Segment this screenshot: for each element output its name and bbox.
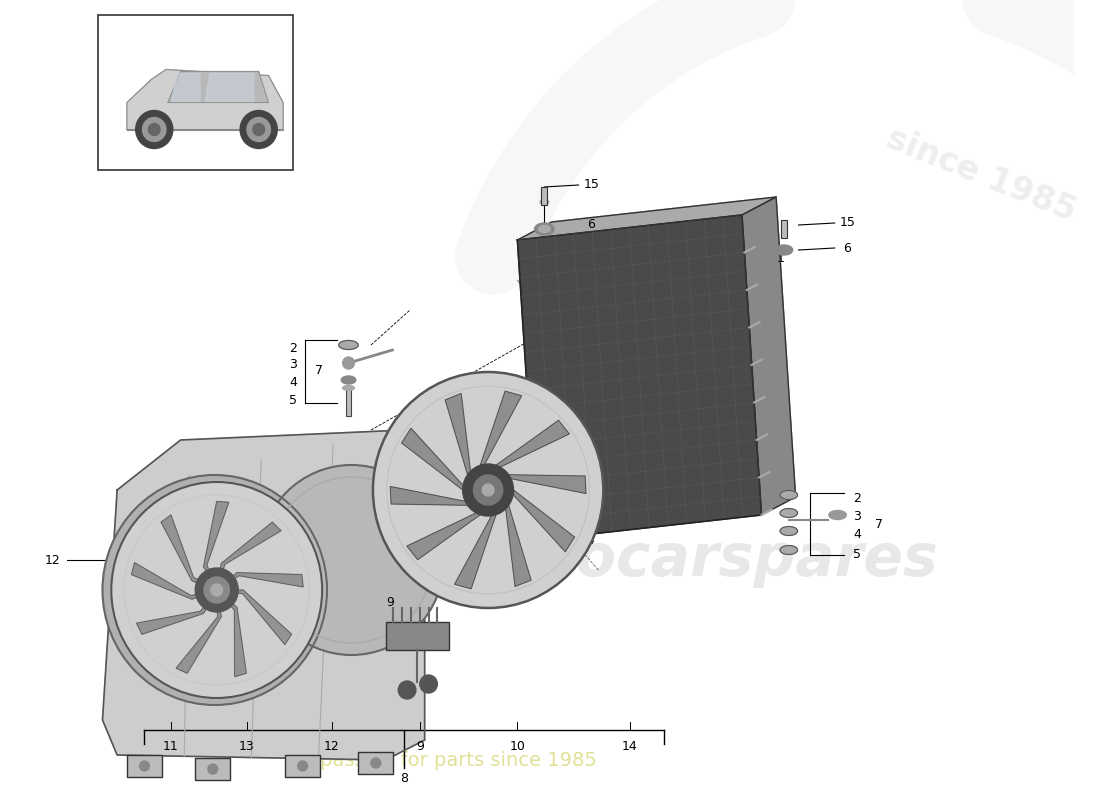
- Text: 2: 2: [289, 342, 297, 354]
- Polygon shape: [136, 590, 217, 634]
- Text: 4: 4: [854, 529, 861, 542]
- Polygon shape: [402, 428, 488, 490]
- Text: 7: 7: [316, 363, 323, 377]
- Bar: [781, 220, 786, 238]
- Text: a passion for parts since 1985: a passion for parts since 1985: [301, 750, 596, 770]
- Text: since 1985: since 1985: [881, 122, 1081, 228]
- Text: eurocarspares: eurocarspares: [468, 531, 938, 589]
- Text: 8: 8: [400, 771, 408, 785]
- Text: 6: 6: [844, 242, 851, 254]
- Polygon shape: [217, 573, 304, 590]
- Bar: [195, 758, 230, 780]
- Text: 2: 2: [854, 491, 861, 505]
- Ellipse shape: [339, 341, 359, 350]
- Polygon shape: [488, 490, 531, 586]
- Circle shape: [148, 123, 161, 135]
- Ellipse shape: [540, 199, 549, 205]
- Polygon shape: [162, 515, 217, 590]
- Polygon shape: [488, 420, 570, 490]
- Circle shape: [140, 761, 150, 771]
- Polygon shape: [172, 74, 200, 102]
- Circle shape: [298, 761, 308, 771]
- Text: 3: 3: [289, 358, 297, 371]
- Polygon shape: [126, 70, 283, 130]
- Circle shape: [253, 123, 265, 135]
- Bar: [386, 622, 449, 650]
- Circle shape: [195, 568, 239, 612]
- Ellipse shape: [780, 526, 798, 535]
- Text: 5: 5: [854, 549, 861, 562]
- Text: 4: 4: [289, 377, 297, 390]
- Text: 13: 13: [239, 739, 255, 753]
- Polygon shape: [102, 430, 425, 760]
- Circle shape: [208, 764, 218, 774]
- Bar: [98, 15, 293, 170]
- Ellipse shape: [776, 245, 793, 255]
- Polygon shape: [481, 391, 521, 490]
- Circle shape: [473, 475, 503, 505]
- Circle shape: [463, 464, 514, 516]
- Ellipse shape: [780, 490, 798, 499]
- Text: 12: 12: [324, 739, 340, 753]
- Polygon shape: [446, 394, 488, 490]
- Ellipse shape: [828, 510, 846, 519]
- Polygon shape: [741, 197, 795, 515]
- Text: 15: 15: [583, 178, 600, 191]
- Text: 6: 6: [587, 218, 595, 231]
- Text: 14: 14: [621, 739, 638, 753]
- Circle shape: [258, 465, 444, 655]
- Text: 7: 7: [874, 518, 882, 531]
- Bar: [541, 187, 548, 205]
- Bar: [359, 752, 394, 774]
- Polygon shape: [176, 590, 221, 674]
- Ellipse shape: [343, 386, 354, 390]
- Polygon shape: [390, 486, 488, 506]
- Circle shape: [343, 357, 354, 369]
- Text: 14: 14: [580, 534, 595, 546]
- Polygon shape: [488, 474, 586, 494]
- Polygon shape: [488, 490, 574, 552]
- Circle shape: [371, 758, 381, 768]
- Polygon shape: [217, 590, 292, 645]
- Text: 10: 10: [509, 739, 526, 753]
- Text: 12: 12: [45, 554, 60, 566]
- Circle shape: [482, 484, 494, 496]
- Text: 1: 1: [777, 253, 785, 266]
- Polygon shape: [217, 590, 246, 677]
- Bar: [126, 755, 162, 777]
- Polygon shape: [454, 490, 496, 589]
- Circle shape: [135, 110, 173, 149]
- Circle shape: [143, 118, 166, 142]
- Circle shape: [398, 681, 416, 699]
- Text: 9: 9: [416, 739, 424, 753]
- Polygon shape: [132, 562, 217, 599]
- Bar: [285, 755, 320, 777]
- Polygon shape: [217, 522, 280, 590]
- Polygon shape: [204, 502, 229, 590]
- Ellipse shape: [535, 223, 554, 235]
- Ellipse shape: [539, 226, 550, 233]
- Text: 9: 9: [386, 595, 395, 609]
- Circle shape: [248, 118, 271, 142]
- Circle shape: [211, 584, 222, 596]
- Polygon shape: [407, 490, 488, 560]
- Circle shape: [204, 577, 230, 603]
- Polygon shape: [168, 71, 268, 102]
- Text: 11: 11: [163, 739, 178, 753]
- Polygon shape: [517, 215, 761, 540]
- Ellipse shape: [780, 546, 798, 554]
- Text: 5: 5: [289, 394, 297, 406]
- Text: 15: 15: [839, 217, 856, 230]
- Circle shape: [240, 110, 277, 149]
- Text: 3: 3: [854, 510, 861, 523]
- Circle shape: [111, 482, 322, 698]
- Circle shape: [420, 675, 438, 693]
- Polygon shape: [205, 74, 254, 102]
- Ellipse shape: [341, 376, 355, 384]
- Circle shape: [373, 372, 603, 608]
- Bar: [345, 388, 351, 416]
- Ellipse shape: [780, 509, 798, 518]
- Circle shape: [102, 475, 327, 705]
- Polygon shape: [517, 197, 777, 240]
